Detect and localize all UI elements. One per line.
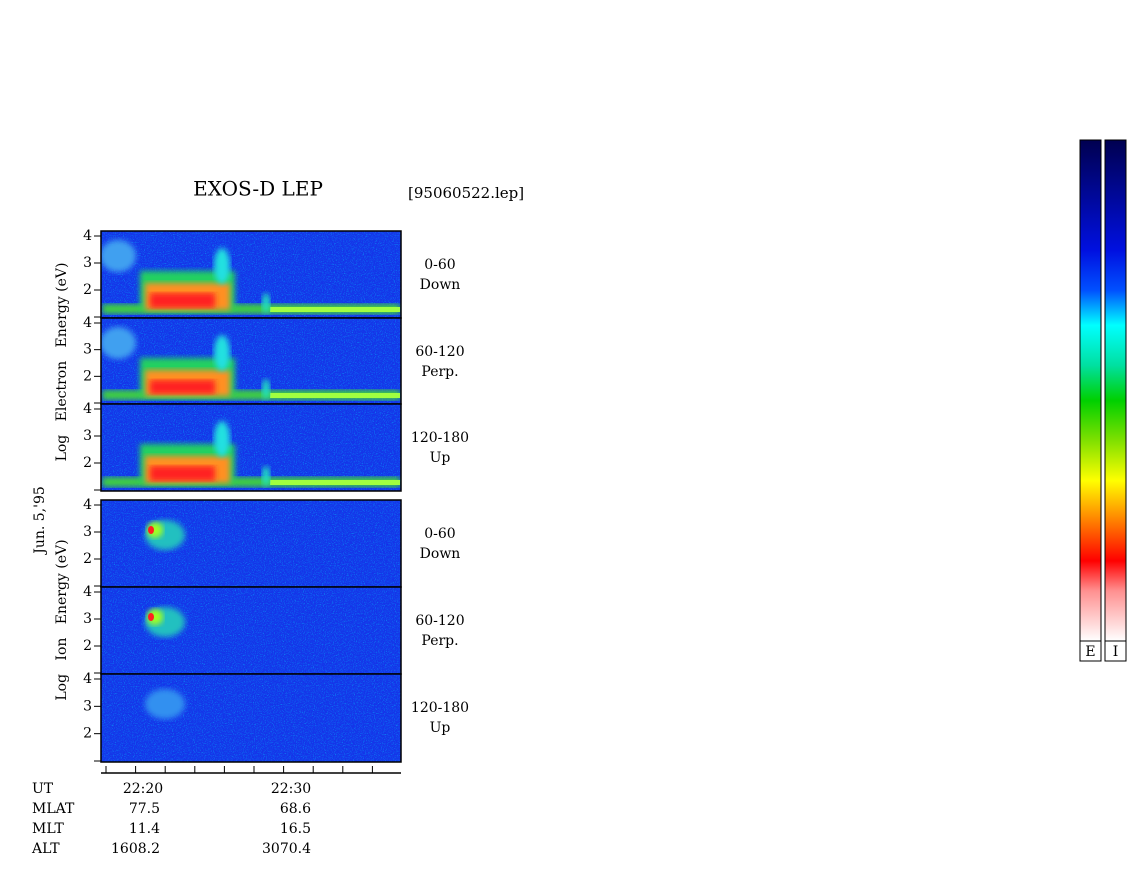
feature bbox=[148, 613, 154, 621]
feature bbox=[150, 466, 215, 481]
row-value: 1608.2 bbox=[111, 841, 160, 857]
y-tick-label: 4 bbox=[83, 584, 92, 600]
y-tick-label: 4 bbox=[83, 497, 92, 513]
panel-noise bbox=[101, 500, 401, 587]
feature bbox=[150, 380, 215, 394]
pitch-angle: 120-180 bbox=[411, 430, 469, 446]
row-value: 16.5 bbox=[280, 821, 311, 837]
direction: Up bbox=[430, 450, 451, 466]
pitch-angle: 0-60 bbox=[424, 526, 455, 542]
y-tick-label: 2 bbox=[83, 551, 92, 567]
y-axis-label: Log Electron Energy (eV) bbox=[54, 263, 70, 462]
spectrogram-panel bbox=[100, 403, 402, 492]
feature bbox=[214, 248, 230, 284]
row-label: MLAT bbox=[32, 801, 75, 817]
y-tick-label: 3 bbox=[83, 428, 92, 444]
spectrogram-panel bbox=[100, 230, 402, 319]
features bbox=[145, 520, 185, 550]
direction: Perp. bbox=[421, 364, 458, 380]
features bbox=[101, 240, 400, 314]
feature bbox=[270, 307, 400, 312]
direction: Down bbox=[420, 277, 461, 293]
colorbar bbox=[1104, 139, 1127, 642]
y-tick-label: 4 bbox=[83, 315, 92, 331]
panel-noise bbox=[101, 587, 401, 674]
title: EXOS-D LEP bbox=[193, 177, 323, 201]
colorbar-label: E bbox=[1085, 644, 1095, 660]
feature bbox=[150, 293, 215, 308]
feature bbox=[102, 390, 400, 400]
pitch-angle: 60-120 bbox=[415, 344, 464, 360]
colorbar-label-box bbox=[1079, 640, 1102, 662]
y-tick-label: 2 bbox=[83, 282, 92, 298]
y-tick-label: 3 bbox=[83, 255, 92, 271]
y-tick-label: 3 bbox=[83, 698, 92, 714]
y-tick-label: 4 bbox=[83, 671, 92, 687]
features bbox=[145, 689, 185, 719]
features bbox=[102, 421, 400, 487]
row-value: 68.6 bbox=[280, 801, 311, 817]
y-tick-label: 3 bbox=[83, 342, 92, 358]
features bbox=[101, 327, 400, 400]
y-tick-label: 3 bbox=[83, 524, 92, 540]
row-label: UT bbox=[32, 781, 54, 797]
direction: Perp. bbox=[421, 633, 458, 649]
panel-noise bbox=[101, 674, 401, 762]
y-tick-label: 3 bbox=[83, 611, 92, 627]
file-name: [95060522.lep] bbox=[408, 184, 524, 202]
panel-frame bbox=[100, 403, 402, 492]
spectrogram-panel bbox=[100, 499, 402, 588]
spectrogram-panel bbox=[100, 586, 402, 675]
feature bbox=[102, 304, 400, 314]
date-label: Jun. 5,'95 bbox=[32, 486, 48, 556]
y-tick-label: 4 bbox=[83, 401, 92, 417]
feature bbox=[145, 689, 185, 719]
panel-frame bbox=[100, 673, 402, 763]
feature bbox=[262, 466, 270, 486]
row-label: MLT bbox=[32, 821, 64, 837]
features bbox=[145, 607, 185, 637]
y-tick-label: 2 bbox=[83, 638, 92, 654]
feature bbox=[262, 293, 270, 313]
y-tick-label: 2 bbox=[83, 726, 92, 742]
colorbar-label-box bbox=[1104, 640, 1127, 662]
x-tick-label: 22:30 bbox=[271, 781, 311, 797]
row-label: ALT bbox=[31, 841, 60, 857]
row-value: 11.4 bbox=[129, 821, 160, 837]
feature bbox=[270, 480, 400, 485]
row-value: 3070.4 bbox=[262, 841, 311, 857]
spectrogram-panel bbox=[100, 673, 402, 763]
y-tick-label: 2 bbox=[83, 455, 92, 471]
feature bbox=[102, 477, 400, 487]
x-tick-label: 22:20 bbox=[123, 781, 163, 797]
y-axis-label: Log Ion Energy (eV) bbox=[54, 539, 70, 700]
feature bbox=[270, 393, 400, 398]
spectrogram-panel bbox=[100, 317, 402, 405]
pitch-angle: 60-120 bbox=[415, 613, 464, 629]
direction: Up bbox=[430, 720, 451, 736]
feature bbox=[101, 240, 136, 272]
colorbar-label: I bbox=[1113, 644, 1119, 660]
pitch-angle: 120-180 bbox=[411, 700, 469, 716]
colorbar bbox=[1079, 139, 1102, 642]
feature bbox=[148, 526, 154, 534]
feature bbox=[101, 327, 136, 359]
feature bbox=[214, 421, 230, 457]
row-value: 77.5 bbox=[129, 801, 160, 817]
feature bbox=[214, 335, 230, 371]
y-tick-label: 2 bbox=[83, 368, 92, 384]
direction: Down bbox=[420, 546, 461, 562]
feature bbox=[262, 379, 270, 399]
y-tick-label: 4 bbox=[83, 228, 92, 244]
pitch-angle: 0-60 bbox=[424, 257, 455, 273]
